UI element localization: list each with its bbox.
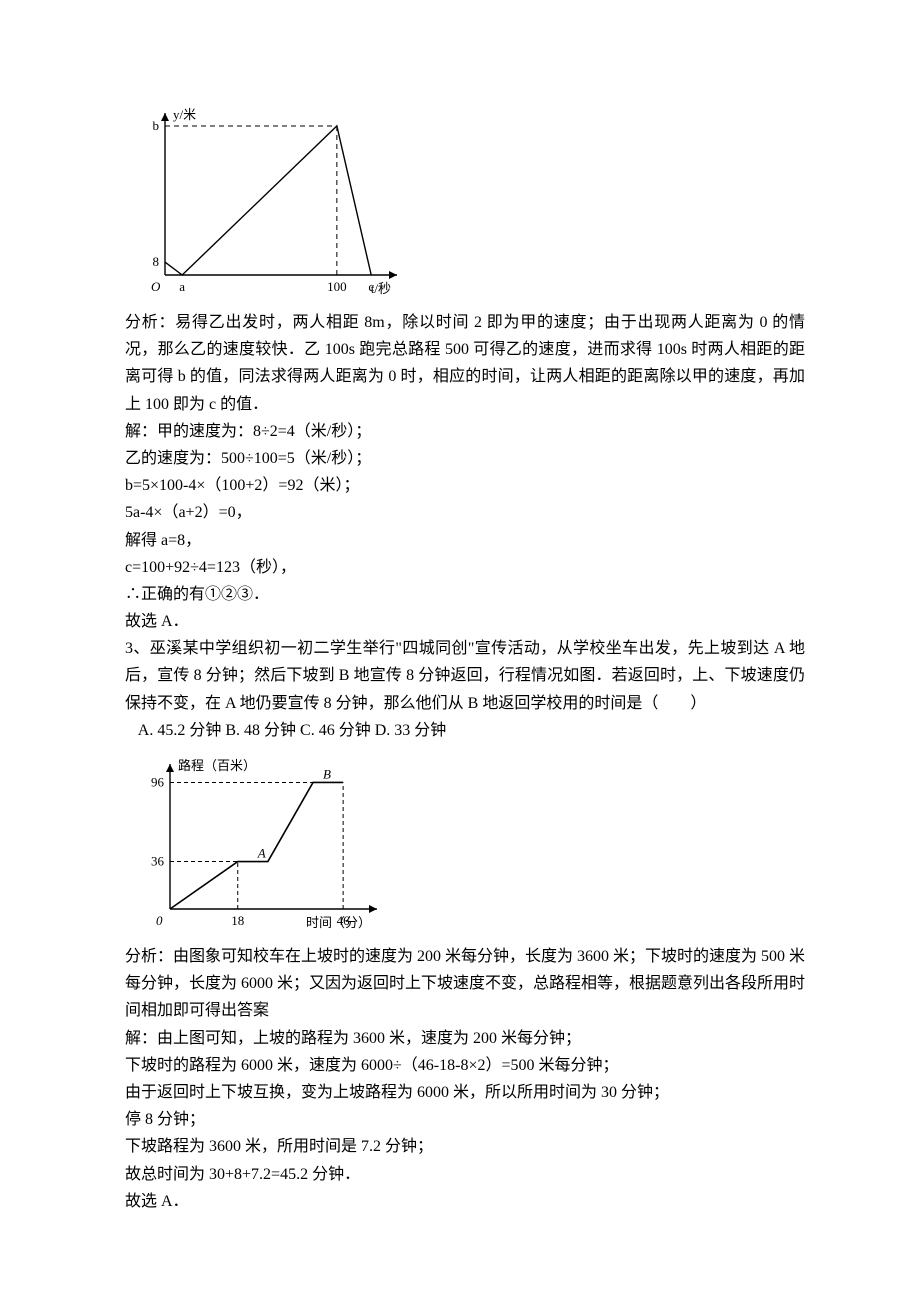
svg-text:O: O (151, 279, 161, 294)
svg-text:A: A (257, 846, 266, 861)
svg-text:B: B (323, 766, 331, 781)
question-3-stem: 3、巫溪某中学组织初一初二学生举行"四城同创"宣传活动，从学校坐车出发，先上坡到… (125, 635, 805, 717)
text-line: 分析：易得乙出发时，两人相距 8m，除以时间 2 即为甲的速度；由于出现两人距离… (125, 309, 805, 418)
svg-text:18: 18 (231, 913, 244, 928)
text-line: 解：甲的速度为：8÷2=4（米/秒）； (125, 418, 805, 445)
question-3-options: A. 45.2 分钟 B. 48 分钟 C. 46 分钟 D. 33 分钟 (125, 717, 805, 744)
text-line: 乙的速度为：500÷100=5（米/秒）； (125, 445, 805, 472)
svg-text:b: b (153, 118, 160, 133)
svg-text:a: a (179, 279, 185, 294)
chart-route-time: 路程（百米）时间（分）018463696AB (125, 744, 385, 939)
text-line: 故选 A． (125, 608, 805, 635)
text-line: c=100+92÷4=123（秒）， (125, 554, 805, 581)
text-line: ∴正确的有①②③． (125, 581, 805, 608)
svg-text:0: 0 (156, 913, 163, 928)
text-line: 解：由上图可知，上坡的路程为 3600 米，速度为 200 米每分钟； (125, 1025, 805, 1052)
text-line: 故总时间为 30+8+7.2=45.2 分钟． (125, 1161, 805, 1188)
solution-block-1: 分析：易得乙出发时，两人相距 8m，除以时间 2 即为甲的速度；由于出现两人距离… (125, 309, 805, 635)
svg-text:路程（百米）: 路程（百米） (178, 758, 256, 773)
text-line: 分析：由图象可知校车在上坡时的速度为 200 米每分钟，长度为 3600 米；下… (125, 943, 805, 1025)
svg-text:c: c (368, 279, 374, 294)
solution-block-2: 分析：由图象可知校车在上坡时的速度为 200 米每分钟，长度为 3600 米；下… (125, 943, 805, 1215)
text-line: 停 8 分钟； (125, 1106, 805, 1133)
text-line: b=5×100-4×（100+2）=92（米）； (125, 472, 805, 499)
text-line: 解得 a=8， (125, 527, 805, 554)
svg-text:y/米: y/米 (173, 107, 196, 122)
svg-text:100: 100 (327, 279, 347, 294)
text-line: 下坡路程为 3600 米，所用时间是 7.2 分钟； (125, 1133, 805, 1160)
svg-text:8: 8 (153, 254, 160, 269)
text-line: 下坡时的路程为 6000 米，速度为 6000÷（46-18-8×2）=500 … (125, 1052, 805, 1079)
text-line: 故选 A． (125, 1188, 805, 1215)
page-body: y/米t/秒Oa100c8b 分析：易得乙出发时，两人相距 8m，除以时间 2 … (0, 0, 920, 1275)
chart-distance-time: y/米t/秒Oa100c8b (125, 105, 405, 305)
svg-text:46: 46 (337, 913, 351, 928)
text-line: 5a-4×（a+2）=0， (125, 499, 805, 526)
svg-text:96: 96 (151, 774, 165, 789)
svg-text:36: 36 (151, 854, 165, 869)
text-line: 由于返回时上下坡互换，变为上坡路程为 6000 米，所以所用时间为 30 分钟； (125, 1079, 805, 1106)
